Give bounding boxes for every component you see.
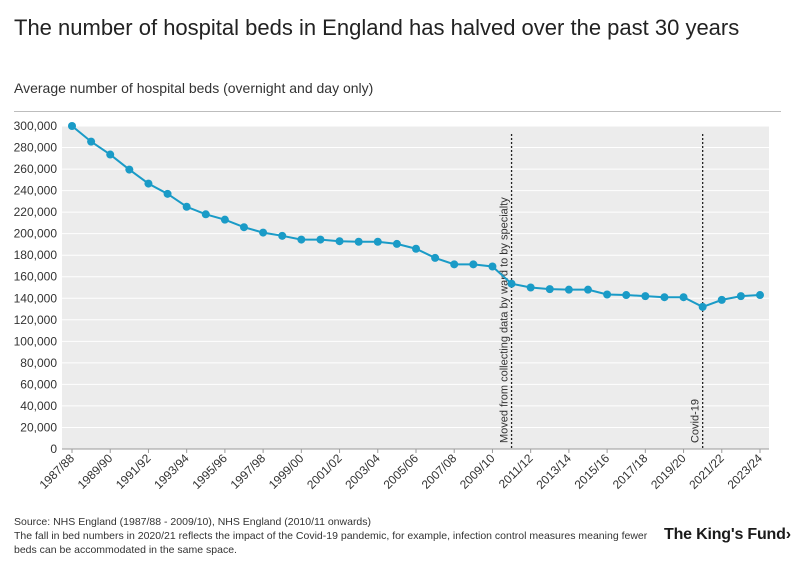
data-point [316,235,325,244]
chart-title: The number of hospital beds in England h… [14,15,740,40]
data-point [68,122,76,130]
data-point [201,210,210,219]
y-tick-label: 260,000 [14,162,58,176]
data-point [163,189,172,198]
x-tick-label: 2009/10 [457,451,498,492]
data-point [469,260,478,269]
data-point [182,202,191,211]
x-tick-label: 2023/24 [725,451,766,492]
data-point [717,295,726,304]
y-tick-label: 180,000 [14,248,58,262]
logo-text: The King's Fund [664,526,786,543]
data-point [412,244,420,253]
data-point [660,293,669,302]
header-divider [14,111,781,112]
x-tick-label: 1999/00 [266,451,307,492]
y-tick-label: 200,000 [14,227,58,241]
data-point [545,285,554,294]
x-tick-label: 1993/94 [151,451,192,492]
kings-fund-logo: The King's Fund› [664,526,791,544]
x-tick-label: 2011/12 [496,451,536,491]
data-point [679,293,688,302]
data-point [564,285,573,294]
y-tick-label: 60,000 [20,377,57,391]
x-tick-label: 2017/18 [610,451,651,492]
chevron-right-icon: › [785,526,791,543]
y-tick-label: 160,000 [14,270,58,284]
data-point [450,260,459,269]
data-point [603,290,612,299]
data-point [259,228,268,237]
x-tick-label: 1987/88 [37,451,78,492]
x-tick-label: 2019/20 [648,451,689,492]
annotation-label: Moved from collecting data by ward to by… [499,197,511,443]
data-point [240,223,248,232]
y-tick-label: 80,000 [20,356,57,370]
data-point [698,302,707,311]
data-point [125,165,134,174]
x-tick-label: 2013/14 [533,451,574,492]
y-tick-label: 280,000 [14,141,58,155]
x-tick-label: 2003/04 [342,451,383,492]
x-tick-label: 2015/16 [572,451,613,492]
data-point [297,235,306,244]
y-tick-label: 240,000 [14,184,58,198]
source-line: Source: NHS England (1987/88 - 2009/10),… [14,516,372,528]
x-tick-label: 2005/06 [381,451,422,492]
data-point [335,237,344,246]
data-point [144,179,153,188]
data-point [220,215,229,224]
data-point [756,291,764,300]
x-tick-label: 2007/08 [419,451,460,492]
data-point [507,279,516,288]
y-tick-label: 300,000 [14,119,58,133]
data-point [584,285,592,294]
data-point [622,291,631,300]
data-point [278,231,287,240]
y-tick-label: 20,000 [20,420,57,434]
note-line: The fall in bed numbers in 2020/21 refle… [14,530,648,556]
data-point [87,137,96,146]
data-point [641,292,650,301]
y-tick-label: 0 [50,442,57,456]
chart-subtitle: Average number of hospital beds (overnig… [14,80,374,96]
data-point [106,150,115,159]
data-point [431,253,440,262]
data-point [526,283,535,292]
source-notes: Source: NHS England (1987/88 - 2009/10),… [14,515,664,557]
plot-area [62,126,769,449]
y-tick-label: 100,000 [14,334,58,348]
data-point [736,292,745,301]
y-tick-label: 140,000 [14,291,58,305]
data-point [354,237,363,246]
y-tick-label: 40,000 [20,399,57,413]
x-tick-label: 2001/02 [304,451,345,492]
y-tick-label: 220,000 [14,205,58,219]
annotation-label: Covid-19 [690,399,702,443]
y-tick-label: 120,000 [14,313,58,327]
x-tick-label: 1989/90 [75,451,116,492]
x-tick-label: 2021/22 [686,451,727,492]
data-point [488,262,497,271]
data-point [392,239,401,248]
data-point [373,237,382,246]
x-tick-label: 1997/98 [228,451,269,492]
x-tick-label: 1995/96 [189,451,230,492]
x-tick-label: 1991/92 [113,451,154,492]
